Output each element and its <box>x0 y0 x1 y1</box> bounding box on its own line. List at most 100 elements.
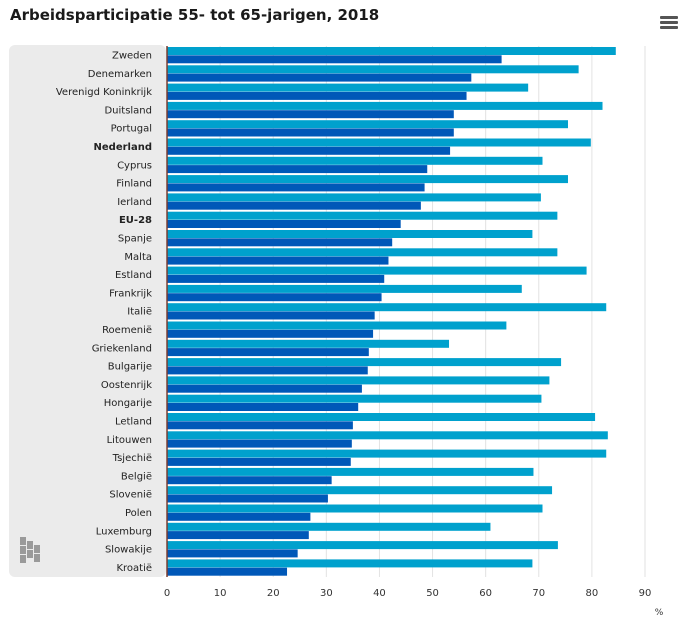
bar-series-1[interactable] <box>167 101 603 110</box>
cbs-logo-icon <box>20 537 40 567</box>
bar-group <box>167 47 616 576</box>
x-tick-label: 30 <box>320 588 333 599</box>
category-label: Nederland <box>94 142 152 153</box>
x-tick-label: 0 <box>164 588 170 599</box>
menu-icon[interactable] <box>660 16 678 30</box>
bar-series-2[interactable] <box>167 146 451 155</box>
bar-series-1[interactable] <box>167 321 507 330</box>
bar-series-1[interactable] <box>167 230 533 238</box>
bar-series-2[interactable] <box>167 457 351 466</box>
category-label: Polen <box>125 508 152 519</box>
bar-series-2[interactable] <box>167 512 311 521</box>
bar-series-1[interactable] <box>167 486 553 495</box>
x-tick-label: 40 <box>373 588 386 599</box>
bar-series-2[interactable] <box>167 274 385 283</box>
bar-series-1[interactable] <box>167 431 608 440</box>
category-label: Luxemburg <box>96 526 152 537</box>
bar-series-2[interactable] <box>167 531 309 540</box>
bar-series-2[interactable] <box>167 201 421 210</box>
category-label: Slovenië <box>109 490 152 501</box>
bar-series-2[interactable] <box>167 403 359 411</box>
bar-series-2[interactable] <box>167 366 368 375</box>
bar-series-2[interactable] <box>167 549 298 558</box>
bar-series-1[interactable] <box>167 358 562 367</box>
category-label: Italië <box>127 307 152 318</box>
bar-series-2[interactable] <box>167 567 288 576</box>
bar-series-1[interactable] <box>167 449 607 458</box>
bar-series-2[interactable] <box>167 293 382 302</box>
category-label: Litouwen <box>107 435 152 446</box>
category-label: België <box>121 471 152 482</box>
category-label: Finland <box>116 179 152 190</box>
bar-series-1[interactable] <box>167 339 450 348</box>
bar-series-2[interactable] <box>167 439 352 448</box>
category-label: Estland <box>115 270 152 281</box>
bar-series-1[interactable] <box>167 211 558 220</box>
bar-series-1[interactable] <box>167 156 543 165</box>
category-label: Portugal <box>111 124 152 135</box>
bar-series-1[interactable] <box>167 175 568 184</box>
bar-series-2[interactable] <box>167 311 375 320</box>
bar-series-1[interactable] <box>167 376 550 385</box>
bar-series-2[interactable] <box>167 73 472 82</box>
bar-series-2[interactable] <box>167 329 374 338</box>
x-tick-label: 70 <box>532 588 545 599</box>
bar-series-2[interactable] <box>167 220 401 228</box>
x-tick-label: 20 <box>267 588 280 599</box>
bar-series-1[interactable] <box>167 65 579 74</box>
chart-title: Arbeidsparticipatie 55- tot 65-jarigen, … <box>10 6 380 24</box>
bar-series-2[interactable] <box>167 91 467 100</box>
bar-series-1[interactable] <box>167 303 607 312</box>
bar-series-2[interactable] <box>167 55 502 64</box>
category-label-panel <box>9 45 166 577</box>
bar-series-2[interactable] <box>167 476 332 485</box>
category-label: Griekenland <box>92 343 152 354</box>
category-label: Cyprus <box>117 160 152 171</box>
bar-series-2[interactable] <box>167 256 389 265</box>
bar-series-2[interactable] <box>167 165 428 174</box>
x-axis-label: % <box>655 608 664 618</box>
bar-series-2[interactable] <box>167 238 393 247</box>
bar-series-1[interactable] <box>167 47 616 55</box>
bar-series-1[interactable] <box>167 83 529 92</box>
category-label: Letland <box>115 417 152 428</box>
x-tick-label: 60 <box>479 588 492 599</box>
bar-series-1[interactable] <box>167 504 543 513</box>
category-label: EU-28 <box>119 215 152 226</box>
category-label: Spanje <box>118 234 152 245</box>
bar-series-2[interactable] <box>167 110 454 119</box>
bar-series-2[interactable] <box>167 384 362 393</box>
bar-series-1[interactable] <box>167 394 542 403</box>
bar-series-1[interactable] <box>167 284 522 293</box>
bar-series-1[interactable] <box>167 522 491 531</box>
category-label: Bulgarije <box>108 362 152 373</box>
x-tick-label: 50 <box>426 588 439 599</box>
bar-series-1[interactable] <box>167 138 591 147</box>
category-label: Kroatië <box>116 563 152 574</box>
x-tick-label: 80 <box>586 588 599 599</box>
bar-series-1[interactable] <box>167 467 534 476</box>
x-tick-label: 10 <box>214 588 227 599</box>
x-tick-label: 90 <box>639 588 652 599</box>
bar-series-2[interactable] <box>167 494 328 503</box>
bar-series-2[interactable] <box>167 183 425 192</box>
category-label: Frankrijk <box>109 288 152 299</box>
bar-series-1[interactable] <box>167 248 558 257</box>
category-label: Denemarken <box>88 69 152 80</box>
bar-series-2[interactable] <box>167 128 454 137</box>
category-label: Hongarije <box>104 398 152 409</box>
category-label: Slowakije <box>105 545 152 556</box>
category-label: Malta <box>124 252 152 263</box>
bar-series-1[interactable] <box>167 120 568 129</box>
x-tick-labels: 0 10 20 30 40 50 60 70 80 90 <box>164 588 652 599</box>
bar-series-1[interactable] <box>167 541 558 550</box>
bar-series-2[interactable] <box>167 421 353 430</box>
bar-series-1[interactable] <box>167 559 533 568</box>
bar-series-1[interactable] <box>167 413 596 421</box>
bar-series-1[interactable] <box>167 193 541 202</box>
bar-series-2[interactable] <box>167 348 369 357</box>
category-label: Zweden <box>112 51 152 62</box>
bar-series-1[interactable] <box>167 266 587 275</box>
category-label: Ierland <box>117 197 152 208</box>
